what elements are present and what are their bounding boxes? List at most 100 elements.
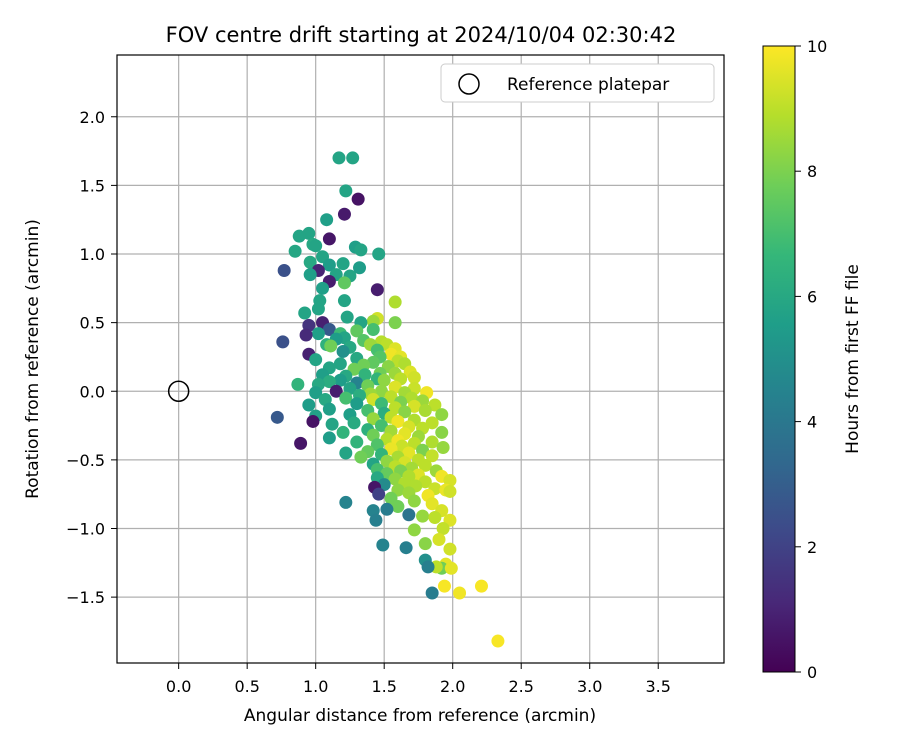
data-point bbox=[443, 542, 457, 556]
legend-marker-reference bbox=[458, 73, 480, 95]
data-point bbox=[391, 500, 405, 514]
data-point bbox=[370, 283, 384, 297]
data-point bbox=[354, 450, 368, 464]
data-point bbox=[336, 344, 350, 358]
reference-platepar-marker bbox=[167, 380, 190, 403]
plot-frame bbox=[116, 54, 725, 664]
data-point bbox=[350, 324, 364, 338]
colorbar-tick-label: 10 bbox=[807, 37, 827, 56]
data-point bbox=[350, 435, 364, 449]
data-point bbox=[353, 261, 367, 275]
data-point bbox=[372, 487, 386, 501]
colorbar-tick-label: 0 bbox=[807, 663, 817, 682]
colorbar-tick-label: 6 bbox=[807, 287, 817, 306]
data-point bbox=[435, 425, 449, 439]
data-point bbox=[298, 306, 312, 320]
y-tick-label: 2.0 bbox=[80, 108, 105, 127]
data-point bbox=[380, 502, 394, 516]
data-point bbox=[443, 484, 457, 498]
data-point bbox=[303, 268, 317, 282]
data-point bbox=[322, 232, 336, 246]
data-point bbox=[337, 276, 351, 290]
data-point bbox=[369, 513, 383, 527]
data-point bbox=[358, 368, 372, 382]
data-point bbox=[432, 532, 446, 546]
x-tick-label: 0.0 bbox=[166, 677, 191, 696]
data-point bbox=[339, 184, 353, 198]
data-point bbox=[425, 435, 439, 449]
x-axis-label: Angular distance from reference (arcmin) bbox=[244, 706, 596, 726]
data-point bbox=[377, 373, 391, 387]
data-point bbox=[435, 408, 449, 422]
data-point bbox=[428, 511, 442, 525]
data-point bbox=[425, 586, 439, 600]
legend-box bbox=[440, 63, 715, 103]
y-tick-label: 1.0 bbox=[80, 245, 105, 264]
data-point bbox=[398, 405, 412, 419]
data-point bbox=[374, 384, 388, 398]
data-point bbox=[270, 410, 284, 424]
data-point bbox=[337, 207, 351, 221]
data-point bbox=[388, 295, 402, 309]
y-tick-label: −0.5 bbox=[66, 451, 105, 470]
x-tick-label: 0.5 bbox=[234, 677, 259, 696]
data-point bbox=[303, 255, 317, 269]
data-point bbox=[333, 357, 347, 371]
data-point bbox=[436, 441, 450, 455]
data-point bbox=[491, 634, 505, 648]
data-point bbox=[311, 302, 325, 316]
x-tick-label: 1.5 bbox=[371, 677, 396, 696]
data-point bbox=[277, 263, 291, 277]
data-point bbox=[437, 579, 451, 593]
data-point bbox=[339, 495, 353, 509]
colorbar-label: Hours from first FF file bbox=[843, 264, 863, 454]
data-point bbox=[322, 375, 336, 389]
data-point bbox=[339, 446, 353, 460]
data-point bbox=[322, 431, 336, 445]
data-point bbox=[421, 560, 435, 574]
data-point bbox=[474, 579, 488, 593]
data-point bbox=[354, 243, 368, 257]
data-point bbox=[366, 322, 380, 336]
colorbar-tick-label: 2 bbox=[807, 538, 817, 557]
data-points bbox=[270, 151, 505, 648]
data-point bbox=[332, 151, 346, 165]
data-point bbox=[418, 458, 432, 472]
data-point bbox=[425, 416, 439, 430]
y-tick-label: −1.0 bbox=[66, 519, 105, 538]
data-point bbox=[399, 541, 413, 555]
data-point bbox=[322, 258, 336, 272]
data-point bbox=[347, 416, 361, 430]
y-tick-label: 0.0 bbox=[80, 382, 105, 401]
data-point bbox=[325, 417, 339, 431]
reference-marker-layer bbox=[167, 380, 190, 403]
data-point bbox=[322, 402, 336, 416]
data-point bbox=[391, 414, 405, 428]
data-point bbox=[276, 335, 290, 349]
y-axis-label: Rotation from reference (arcmin) bbox=[23, 219, 43, 499]
data-point bbox=[324, 339, 338, 353]
data-point bbox=[346, 151, 360, 165]
x-tick-label: 2.5 bbox=[508, 677, 533, 696]
data-point bbox=[306, 414, 320, 428]
data-point bbox=[316, 281, 330, 295]
legend: Reference platepar bbox=[440, 63, 715, 103]
data-point bbox=[336, 425, 350, 439]
data-point bbox=[322, 322, 336, 336]
data-point bbox=[376, 538, 390, 552]
data-point bbox=[340, 310, 354, 324]
x-tick-label: 1.0 bbox=[303, 677, 328, 696]
data-point bbox=[425, 497, 439, 511]
data-point bbox=[302, 398, 316, 412]
colorbar-tick-label: 4 bbox=[807, 413, 817, 432]
data-point bbox=[309, 239, 323, 253]
x-axis-ticks: 0.0 0.5 1.0 1.5 2.0 2.5 3.0 3.5 bbox=[166, 663, 671, 696]
data-point bbox=[418, 537, 432, 551]
y-tick-label: 0.5 bbox=[80, 314, 105, 333]
data-point bbox=[407, 494, 421, 508]
data-point bbox=[288, 244, 302, 258]
x-tick-label: 2.0 bbox=[440, 677, 465, 696]
data-point bbox=[418, 403, 432, 417]
data-point bbox=[309, 353, 323, 367]
